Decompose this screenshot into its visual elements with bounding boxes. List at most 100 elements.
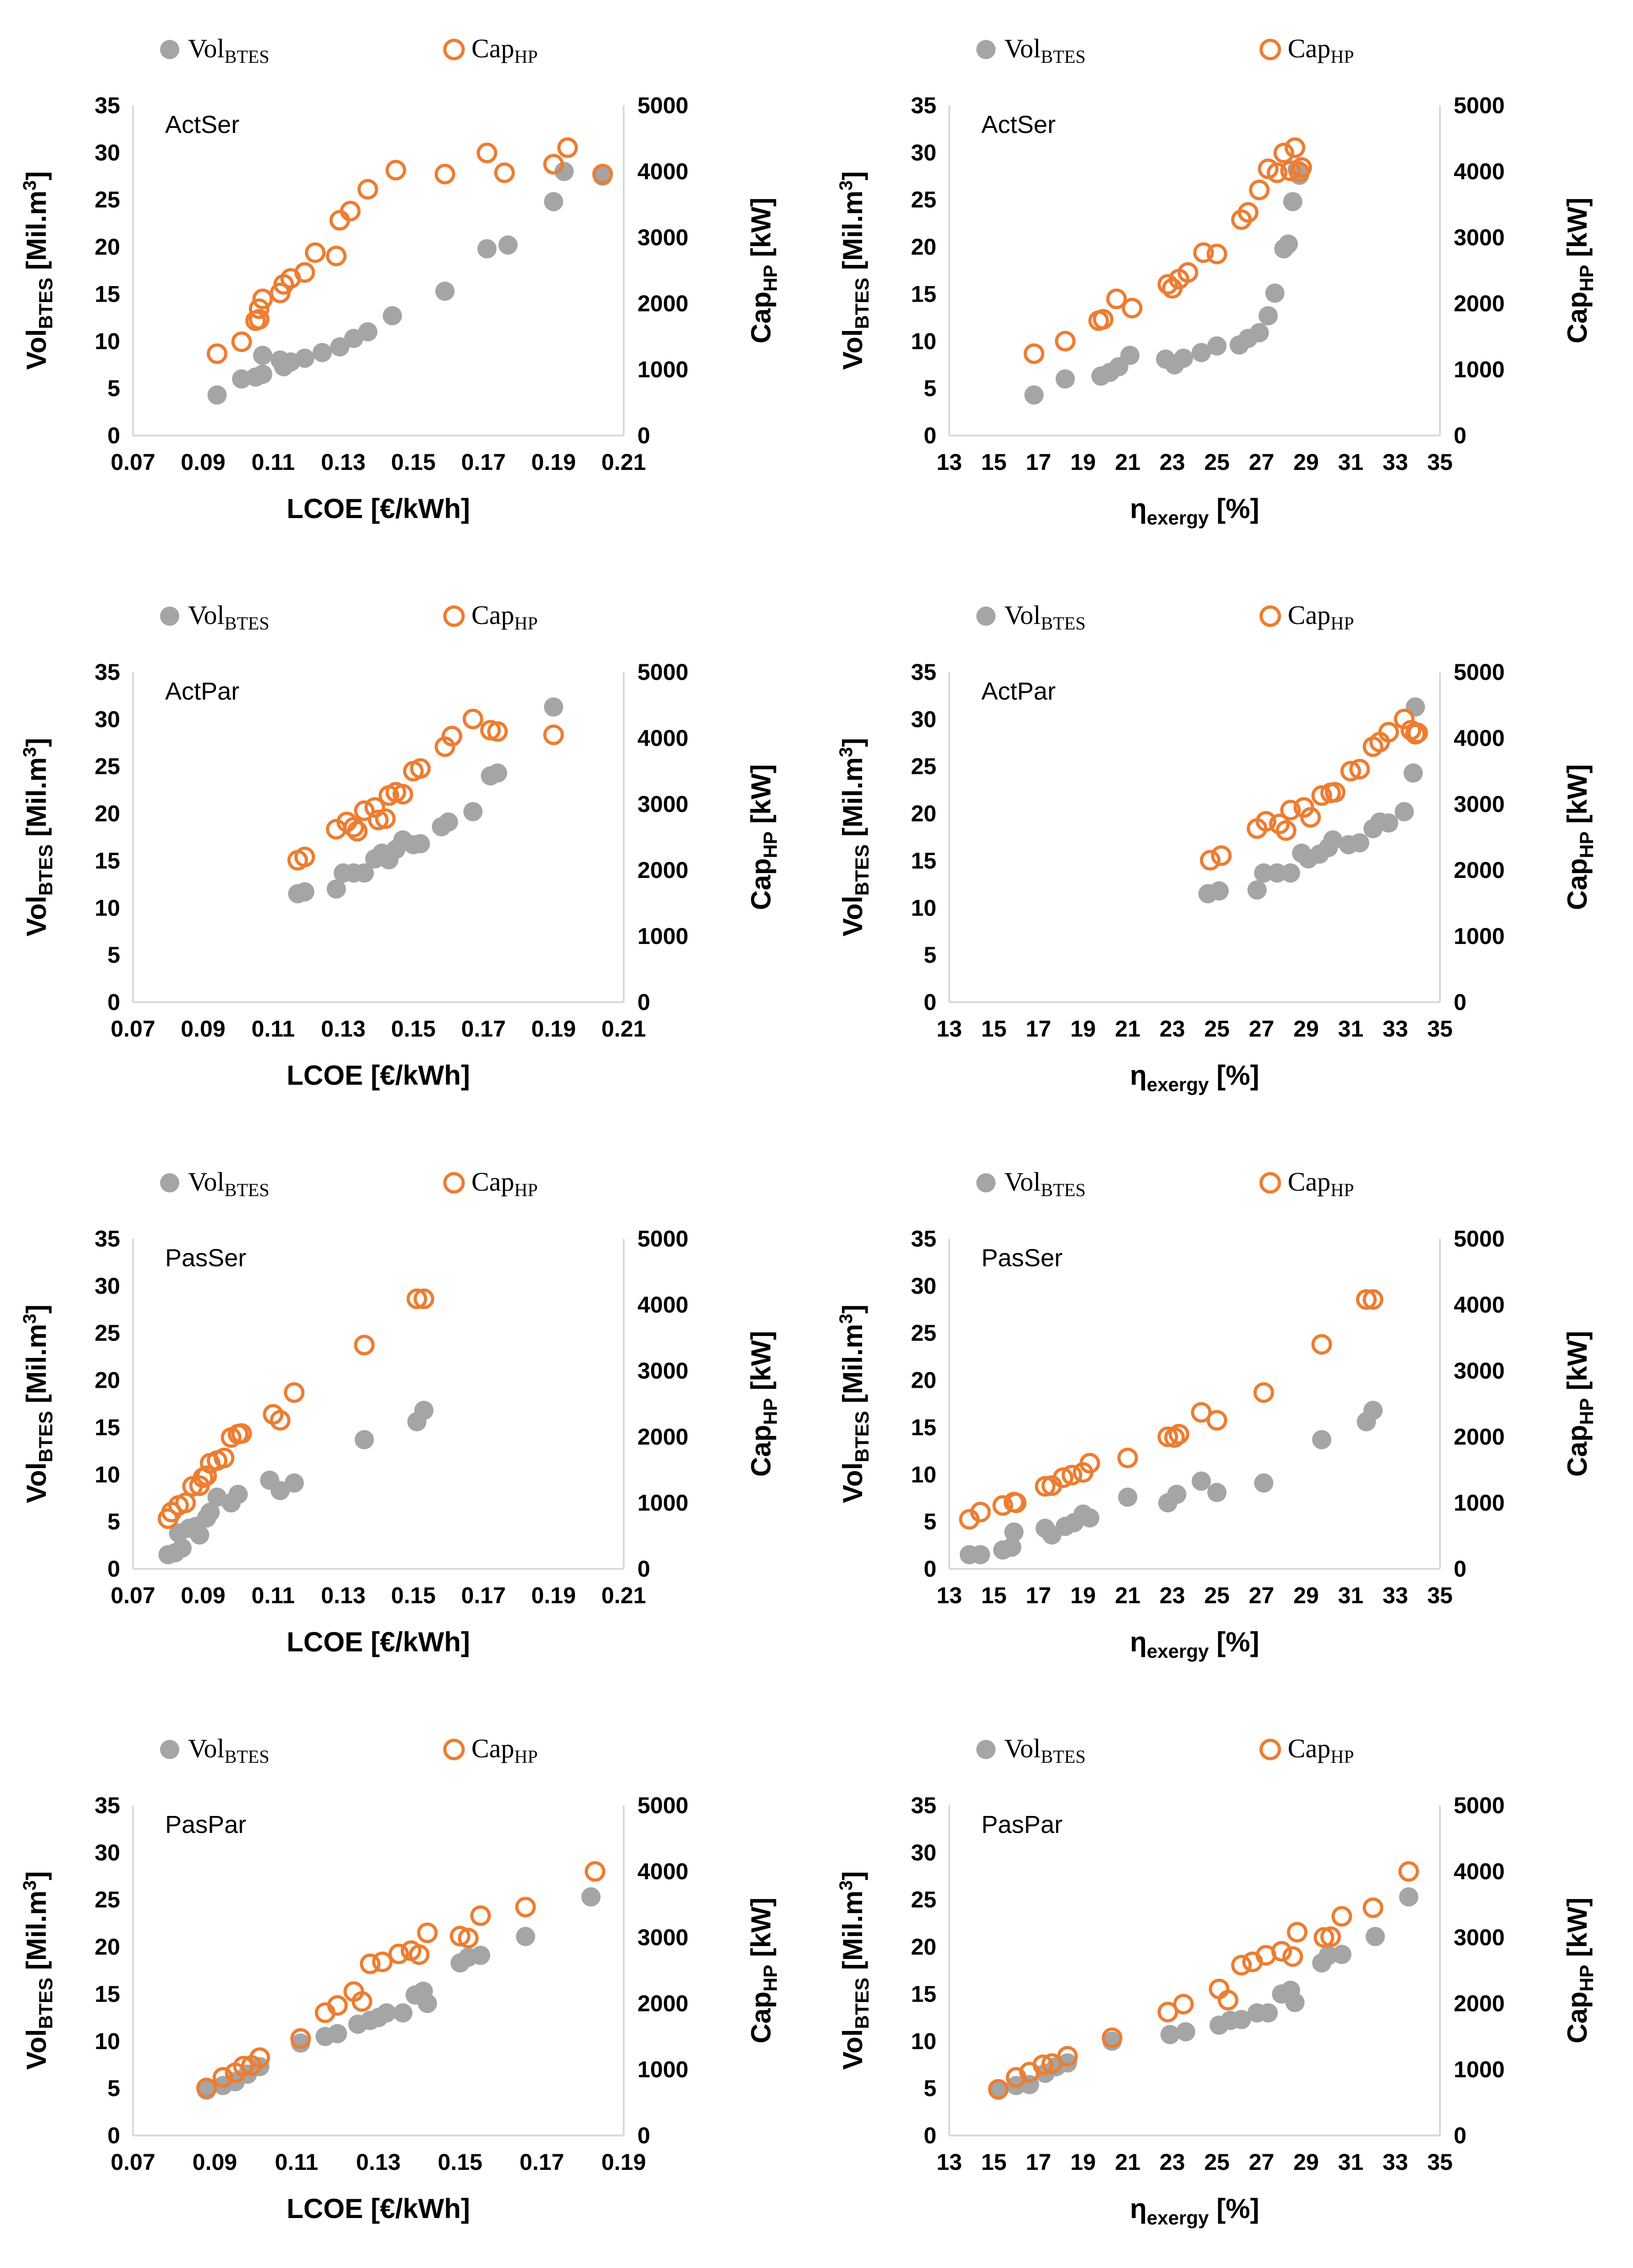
vol-point — [1406, 697, 1425, 717]
legend-cap-marker — [1259, 605, 1281, 627]
x-tick-label: 33 — [1383, 1016, 1408, 1042]
legend: VolBTES CapHP — [160, 600, 538, 634]
vol-point — [1258, 306, 1278, 326]
y-right-tick-label: 1000 — [637, 1490, 688, 1516]
legend-cap-label: CapHP — [1288, 1733, 1354, 1767]
cap-point — [304, 242, 326, 263]
y-right-tick-label: 5000 — [1454, 659, 1505, 685]
cap-point — [1362, 1897, 1384, 1918]
x-tick-label: 0.13 — [321, 1583, 365, 1608]
x-tick-label: 33 — [1383, 449, 1408, 475]
legend-vol-label: VolBTES — [188, 1733, 269, 1767]
series-CapHP — [196, 1861, 606, 2098]
y-left-tick-label: 10 — [94, 328, 120, 354]
x-tick-label: 27 — [1249, 449, 1274, 475]
cap-point — [327, 1995, 348, 2016]
cap-point — [364, 797, 385, 818]
legend-cap-label: CapHP — [471, 1167, 538, 1200]
x-tick-label: 0.07 — [111, 1016, 155, 1042]
x-tick-label: 35 — [1427, 2149, 1453, 2175]
y-left-tick-label: 25 — [94, 754, 120, 779]
cap-point — [1062, 1465, 1082, 1486]
y-left-tick-label: 5 — [107, 375, 120, 401]
y-left-tick-label: 25 — [94, 187, 120, 213]
x-axis-title: LCOE [€/kWh] — [287, 1627, 470, 1657]
legend: VolBTES CapHP — [160, 1167, 538, 1200]
cap-point — [1102, 2027, 1123, 2048]
legend-vol-marker — [976, 1173, 996, 1192]
y-left-tick-label: 30 — [94, 1840, 120, 1865]
y-right-tick-label: 3000 — [1454, 1358, 1505, 1384]
vol-point — [418, 1994, 437, 2013]
cap-point — [231, 1423, 252, 1444]
x-tick-label: 17 — [1026, 449, 1052, 475]
y-left-tick-label: 5 — [107, 2075, 120, 2101]
cap-point — [1291, 157, 1312, 178]
y-right-tick-label: 5000 — [1454, 1793, 1505, 1818]
x-tick-label: 21 — [1115, 2149, 1140, 2175]
legend: VolBTES CapHP — [160, 33, 538, 67]
series-CapHP — [988, 1861, 1419, 2100]
cap-point — [458, 1927, 479, 1948]
y-right-tick-label: 5000 — [637, 1793, 688, 1818]
y-left-tick-label: 30 — [911, 1273, 936, 1299]
legend-vol-label: VolBTES — [188, 1167, 269, 1200]
cap-point — [347, 821, 368, 842]
cap-point — [1287, 1921, 1308, 1942]
cap-point — [1313, 1927, 1334, 1948]
y-right-axis-title: CapHP [kW] — [746, 198, 781, 343]
x-tick-label: 0.17 — [461, 449, 506, 475]
y-left-tick-label: 25 — [911, 187, 936, 213]
y-right-axis-title: CapHP [kW] — [1562, 198, 1597, 343]
x-tick-label: 13 — [936, 1016, 962, 1042]
cap-point — [1331, 1906, 1352, 1927]
y-left-tick-label: 15 — [94, 281, 120, 307]
x-tick-label: 35 — [1427, 449, 1453, 475]
y-right-tick-label: 5000 — [637, 1226, 688, 1252]
legend-cap-label: CapHP — [471, 600, 538, 634]
y-left-tick-label: 20 — [94, 1368, 120, 1393]
series-VolBTES — [1024, 160, 1309, 405]
cap-point — [1052, 1467, 1074, 1488]
chart-actpar-lcoe: 0 5 10 15 20 25 30 35 0 1000 2000 3000 4000 5000 0.07 0… — [20, 600, 781, 1091]
x-axis-title: ηexergy [%] — [1130, 1627, 1259, 1662]
cap-point — [354, 800, 375, 821]
y-right-tick-label: 0 — [1454, 2123, 1467, 2148]
vol-point — [971, 1545, 991, 1565]
x-tick-label: 23 — [1160, 2149, 1185, 2175]
y-right-tick-label: 1000 — [637, 923, 688, 949]
y-left-tick-label: 35 — [911, 659, 936, 685]
chart-title: PasPar — [165, 1811, 246, 1838]
y-right-tick-label: 1000 — [637, 357, 688, 382]
cap-point — [385, 160, 406, 181]
legend-cap-label: CapHP — [471, 33, 538, 67]
y-right-tick-label: 0 — [1454, 423, 1467, 448]
cap-point — [249, 309, 270, 330]
series-VolBTES — [207, 162, 613, 405]
cap-point — [442, 726, 462, 747]
chart-actser-lcoe: 0 5 10 15 20 25 30 35 0 1000 2000 3000 4000 5000 0.07 0… — [20, 33, 781, 524]
series-VolBTES — [1198, 697, 1425, 904]
y-right-tick-label: 2000 — [1454, 857, 1505, 883]
x-tick-label: 33 — [1383, 2149, 1408, 2175]
vol-point — [516, 1926, 535, 1946]
y-right-axis-title: CapHP [kW] — [746, 764, 781, 910]
cap-point — [375, 808, 396, 829]
cap-point — [1238, 202, 1259, 223]
x-tick-label: 0.11 — [251, 1016, 295, 1042]
vol-point — [544, 697, 564, 717]
y-right-tick-label: 1000 — [1454, 923, 1505, 949]
cap-point — [1280, 160, 1301, 182]
y-left-tick-label: 35 — [94, 659, 120, 685]
x-tick-label: 21 — [1115, 1016, 1140, 1042]
x-tick-label: 13 — [936, 1583, 962, 1608]
legend-vol-marker — [976, 40, 996, 59]
x-tick-label: 0.11 — [251, 449, 295, 475]
legend-vol-marker — [160, 1740, 179, 1759]
cap-point — [543, 154, 564, 175]
y-left-tick-label: 25 — [911, 1320, 936, 1346]
y-left-tick-label: 20 — [94, 801, 120, 827]
x-tick-label: 0.21 — [601, 1016, 646, 1042]
cap-point — [1271, 1941, 1292, 1962]
y-right-tick-label: 3000 — [637, 791, 688, 817]
